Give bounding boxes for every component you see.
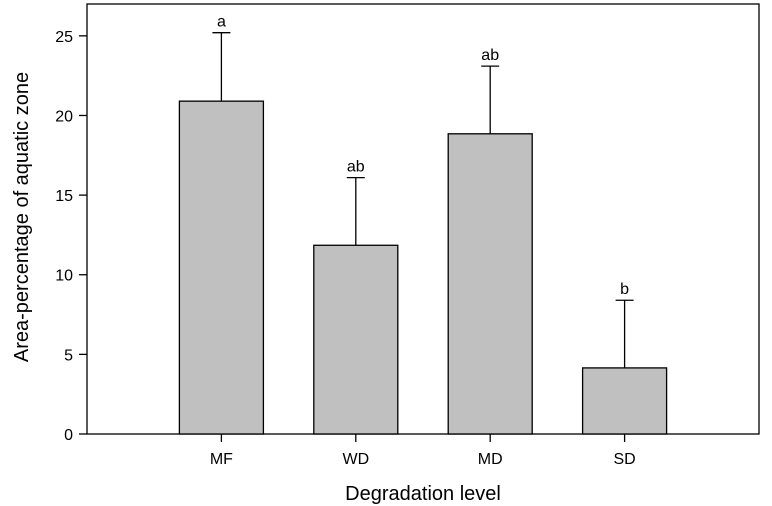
x-tick-label: SD bbox=[613, 451, 635, 468]
y-tick-label: 0 bbox=[64, 427, 73, 444]
y-tick-label: 15 bbox=[55, 188, 73, 205]
significance-label: b bbox=[620, 281, 629, 298]
bar-md bbox=[447, 133, 533, 435]
significance-label: ab bbox=[347, 159, 365, 176]
significance-label: ab bbox=[481, 47, 499, 64]
y-axis-title: Area-percentage of aquatic zone bbox=[11, 72, 33, 362]
x-axis-title: Degradation level bbox=[345, 483, 501, 505]
plot-border bbox=[86, 3, 760, 435]
bars bbox=[178, 100, 668, 435]
y-tick-label: 20 bbox=[55, 108, 73, 125]
error-bars bbox=[212, 32, 634, 368]
bar-wd bbox=[313, 244, 399, 435]
y-tick-label: 10 bbox=[55, 268, 73, 285]
bar-mf bbox=[178, 100, 265, 435]
y-axis-ticks: 0 5 10 15 20 25 bbox=[55, 29, 87, 444]
significance-labels: a ab ab b bbox=[217, 14, 629, 299]
x-tick-label: WD bbox=[342, 451, 369, 468]
bar-sd bbox=[581, 367, 668, 435]
plot-frame bbox=[86, 3, 760, 435]
x-tick-label: MD bbox=[478, 451, 503, 468]
x-axis-ticks: MF WD MD SD bbox=[210, 434, 636, 468]
significance-label: a bbox=[217, 14, 226, 31]
y-tick-label: 25 bbox=[55, 29, 73, 46]
x-tick-label: MF bbox=[210, 451, 233, 468]
y-tick-label: 5 bbox=[64, 347, 73, 364]
